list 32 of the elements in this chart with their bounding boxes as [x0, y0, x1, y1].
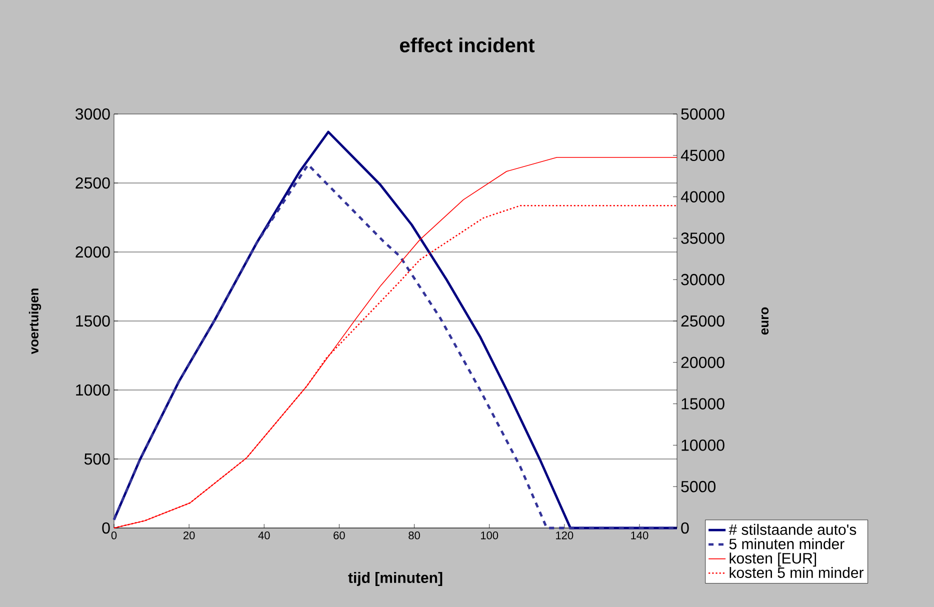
- y2-tick-label: 20000: [681, 356, 724, 368]
- x-tick-label: 140: [631, 532, 648, 540]
- legend-label: kosten [EUR]: [730, 552, 816, 567]
- x-tick-label: 0: [111, 532, 117, 540]
- y2-tick-label: 45000: [680, 150, 724, 162]
- x-tick-label: 100: [481, 532, 498, 540]
- y-tick-label: 2000: [76, 246, 110, 258]
- legend-label: # stilstaande auto's: [728, 524, 856, 535]
- x-axis-title: tijd [minuten]: [348, 572, 442, 586]
- y-tick-label: 3000: [75, 108, 110, 120]
- y2-tick-label: 25000: [681, 315, 724, 327]
- y2-axis-title: euro: [761, 307, 769, 335]
- x-tick-label: 60: [334, 532, 345, 540]
- x-tick-label: 80: [408, 532, 420, 540]
- y2-tick-label: 15000: [682, 398, 724, 410]
- y2-tick-label: 30000: [681, 274, 724, 286]
- y-tick-label: 2500: [76, 177, 110, 189]
- chart-title: effect incident: [400, 38, 535, 52]
- x-tick-label: 120: [556, 532, 574, 540]
- x-tick-label: 40: [258, 532, 270, 540]
- y2-tick-label: 5000: [681, 480, 716, 492]
- y2-tick-label: 35000: [681, 232, 724, 244]
- y2-tick-label: 10000: [682, 440, 724, 451]
- x-tick-label: 20: [184, 532, 195, 540]
- y2-tick-label: 50000: [681, 108, 724, 120]
- y2-tick-label: 40000: [680, 191, 724, 202]
- legend-label: 5 minuten minder: [729, 538, 844, 550]
- y-tick-label: 1500: [76, 315, 110, 327]
- y-tick-label: 500: [84, 453, 110, 465]
- y-tick-label: 1000: [76, 384, 110, 396]
- y-axis-title: voertuigen: [28, 288, 42, 354]
- legend-label: kosten 5 min minder: [730, 566, 864, 578]
